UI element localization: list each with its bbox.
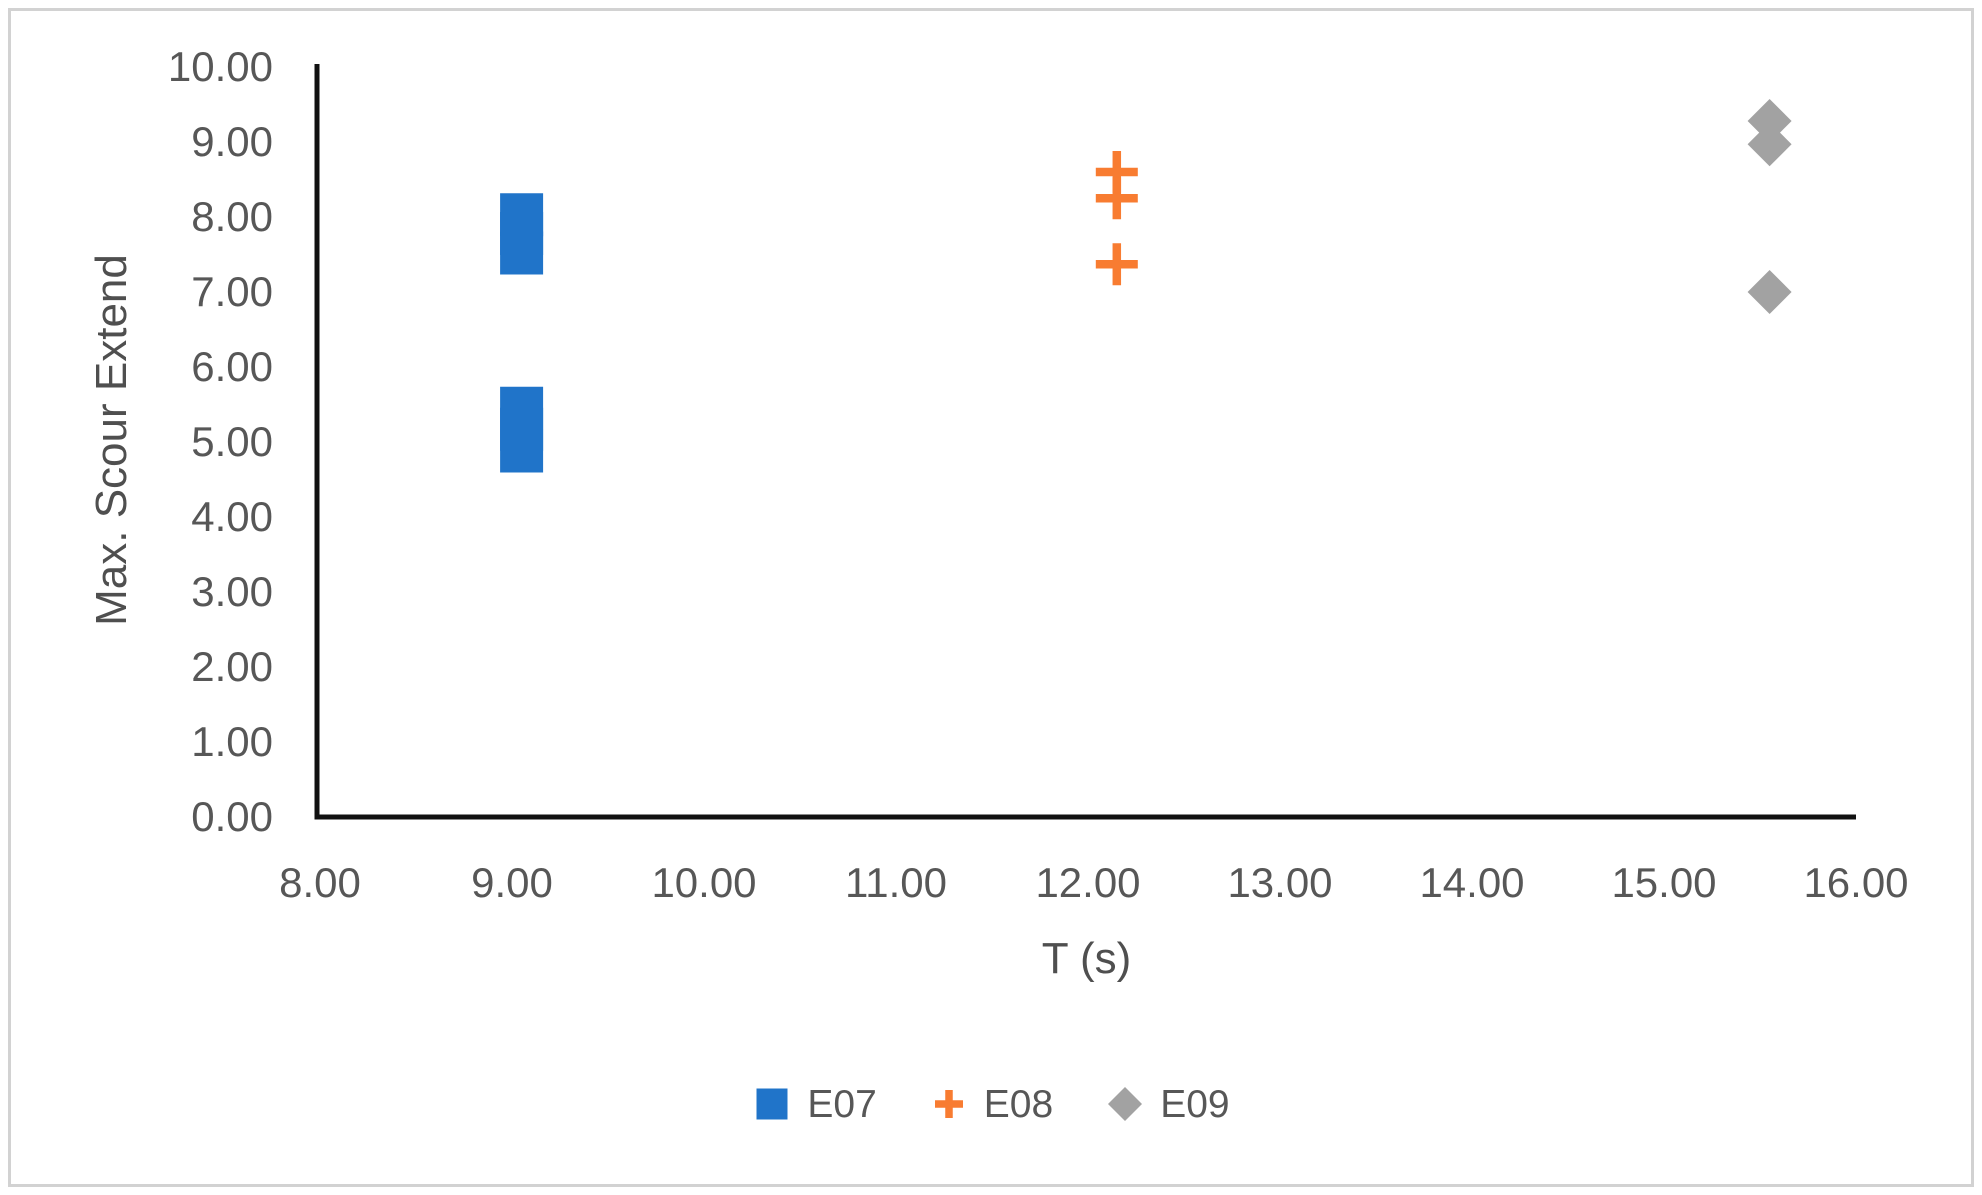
marker-e07: [500, 429, 544, 473]
plus-legend-icon: [934, 1090, 963, 1118]
x-tick-label: 10.00: [651, 859, 756, 906]
y-tick-label: 2.00: [191, 643, 273, 690]
y-tick-label: 5.00: [191, 418, 273, 465]
legend-label: E09: [1160, 1082, 1230, 1126]
y-tick-label: 4.00: [191, 493, 273, 540]
legend: E07 E08 E09: [0, 1076, 1982, 1132]
legend-marker-e07: [756, 1088, 788, 1120]
x-tick-label: 9.00: [471, 859, 553, 906]
x-tick-label: 11.00: [845, 859, 947, 906]
x-tick-label: 14.00: [1419, 859, 1524, 906]
y-tick-label: 6.00: [191, 343, 273, 390]
y-tick-label: 10.00: [168, 43, 273, 90]
legend-item-e08: E08: [929, 1084, 1053, 1124]
x-tick-label: 16.00: [1803, 859, 1908, 906]
y-tick-label: 7.00: [191, 268, 273, 315]
x-tick-label: 12.00: [1035, 859, 1140, 906]
y-tick-label: 3.00: [191, 568, 273, 615]
y-tick-label: 1.00: [191, 718, 273, 765]
y-tick-label: 8.00: [191, 193, 273, 240]
marker-e09: [1747, 99, 1792, 143]
marker-e07: [500, 231, 544, 275]
marker-e09: [1747, 122, 1792, 167]
diamond-legend-icon: [1108, 1087, 1143, 1121]
legend-label: E08: [983, 1082, 1054, 1126]
y-tick-label: 0.00: [191, 793, 273, 840]
x-tick-label: 8.00: [279, 859, 361, 906]
x-tick-label: 13.00: [1227, 859, 1332, 906]
x-axis-title: T (s): [1041, 934, 1132, 983]
y-tick-label: 9.00: [191, 118, 273, 165]
legend-marker-e09: [1108, 1087, 1143, 1121]
marker-e09: [1747, 270, 1792, 314]
legend-label: E07: [807, 1082, 877, 1126]
y-axis-title: Max. Scour Extend: [87, 254, 136, 626]
legend-marker-e08: [934, 1090, 963, 1118]
legend-item-e07: E07: [752, 1082, 877, 1126]
marker-e08: [1095, 177, 1138, 220]
legend-item-e09: E09: [1105, 1082, 1230, 1126]
square-legend-icon: [756, 1088, 788, 1120]
x-tick-label: 15.00: [1611, 859, 1716, 906]
marker-e08: [1095, 243, 1138, 286]
